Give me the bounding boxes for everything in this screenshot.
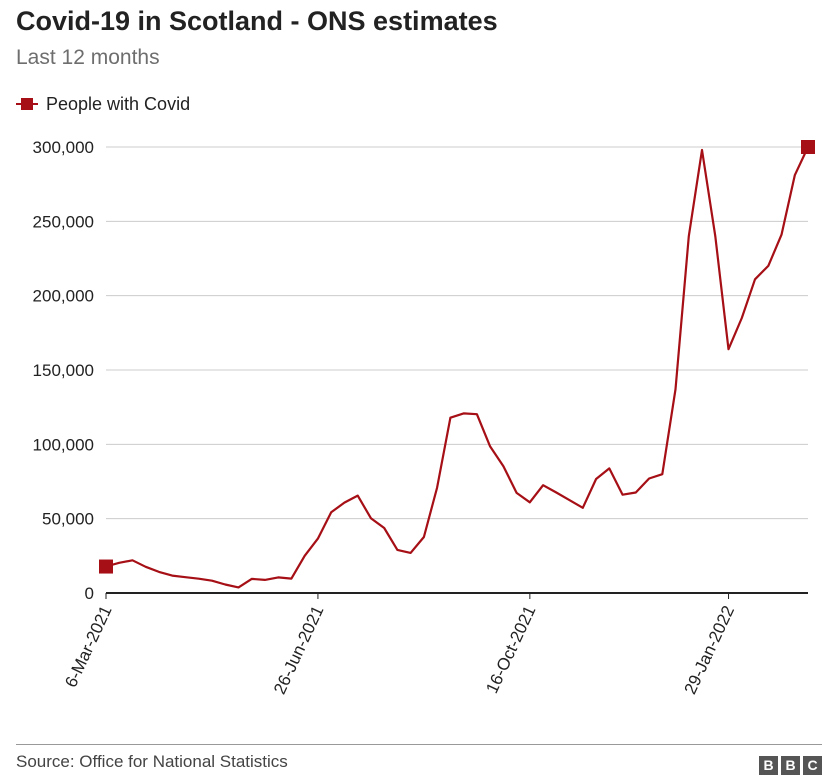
y-tick-label: 200,000 bbox=[33, 287, 94, 306]
chart-title: Covid-19 in Scotland - ONS estimates bbox=[16, 6, 498, 36]
source-note: Source: Office for National Statistics bbox=[16, 752, 288, 771]
chart-subtitle: Last 12 months bbox=[16, 46, 160, 69]
series-line-people-with-covid bbox=[105, 146, 809, 589]
y-tick-label: 150,000 bbox=[33, 361, 94, 380]
start-point-marker bbox=[99, 559, 113, 574]
y-tick-label: 0 bbox=[85, 584, 94, 603]
x-tick-label: 29-Jan-2022 bbox=[681, 603, 739, 698]
end-point-marker bbox=[801, 140, 815, 154]
y-tick-label: 250,000 bbox=[33, 212, 94, 231]
legend-label: People with Covid bbox=[46, 93, 191, 114]
x-tick-label: 16-Oct-2021 bbox=[482, 603, 539, 697]
legend: People with Covid bbox=[16, 92, 190, 116]
legend-swatch-icon bbox=[16, 94, 38, 114]
y-tick-label: 50,000 bbox=[42, 510, 94, 529]
line-chart: 0 50,000 100,000 150,000 200,000 250,000 300,0… bbox=[33, 138, 815, 698]
x-tick-label: 26-Jun-2021 bbox=[270, 603, 328, 698]
footer-divider bbox=[16, 744, 822, 745]
y-tick-label: 300,000 bbox=[33, 138, 94, 157]
x-tick-label: 6-Mar-2021 bbox=[61, 603, 115, 691]
y-tick-label: 100,000 bbox=[33, 435, 94, 454]
